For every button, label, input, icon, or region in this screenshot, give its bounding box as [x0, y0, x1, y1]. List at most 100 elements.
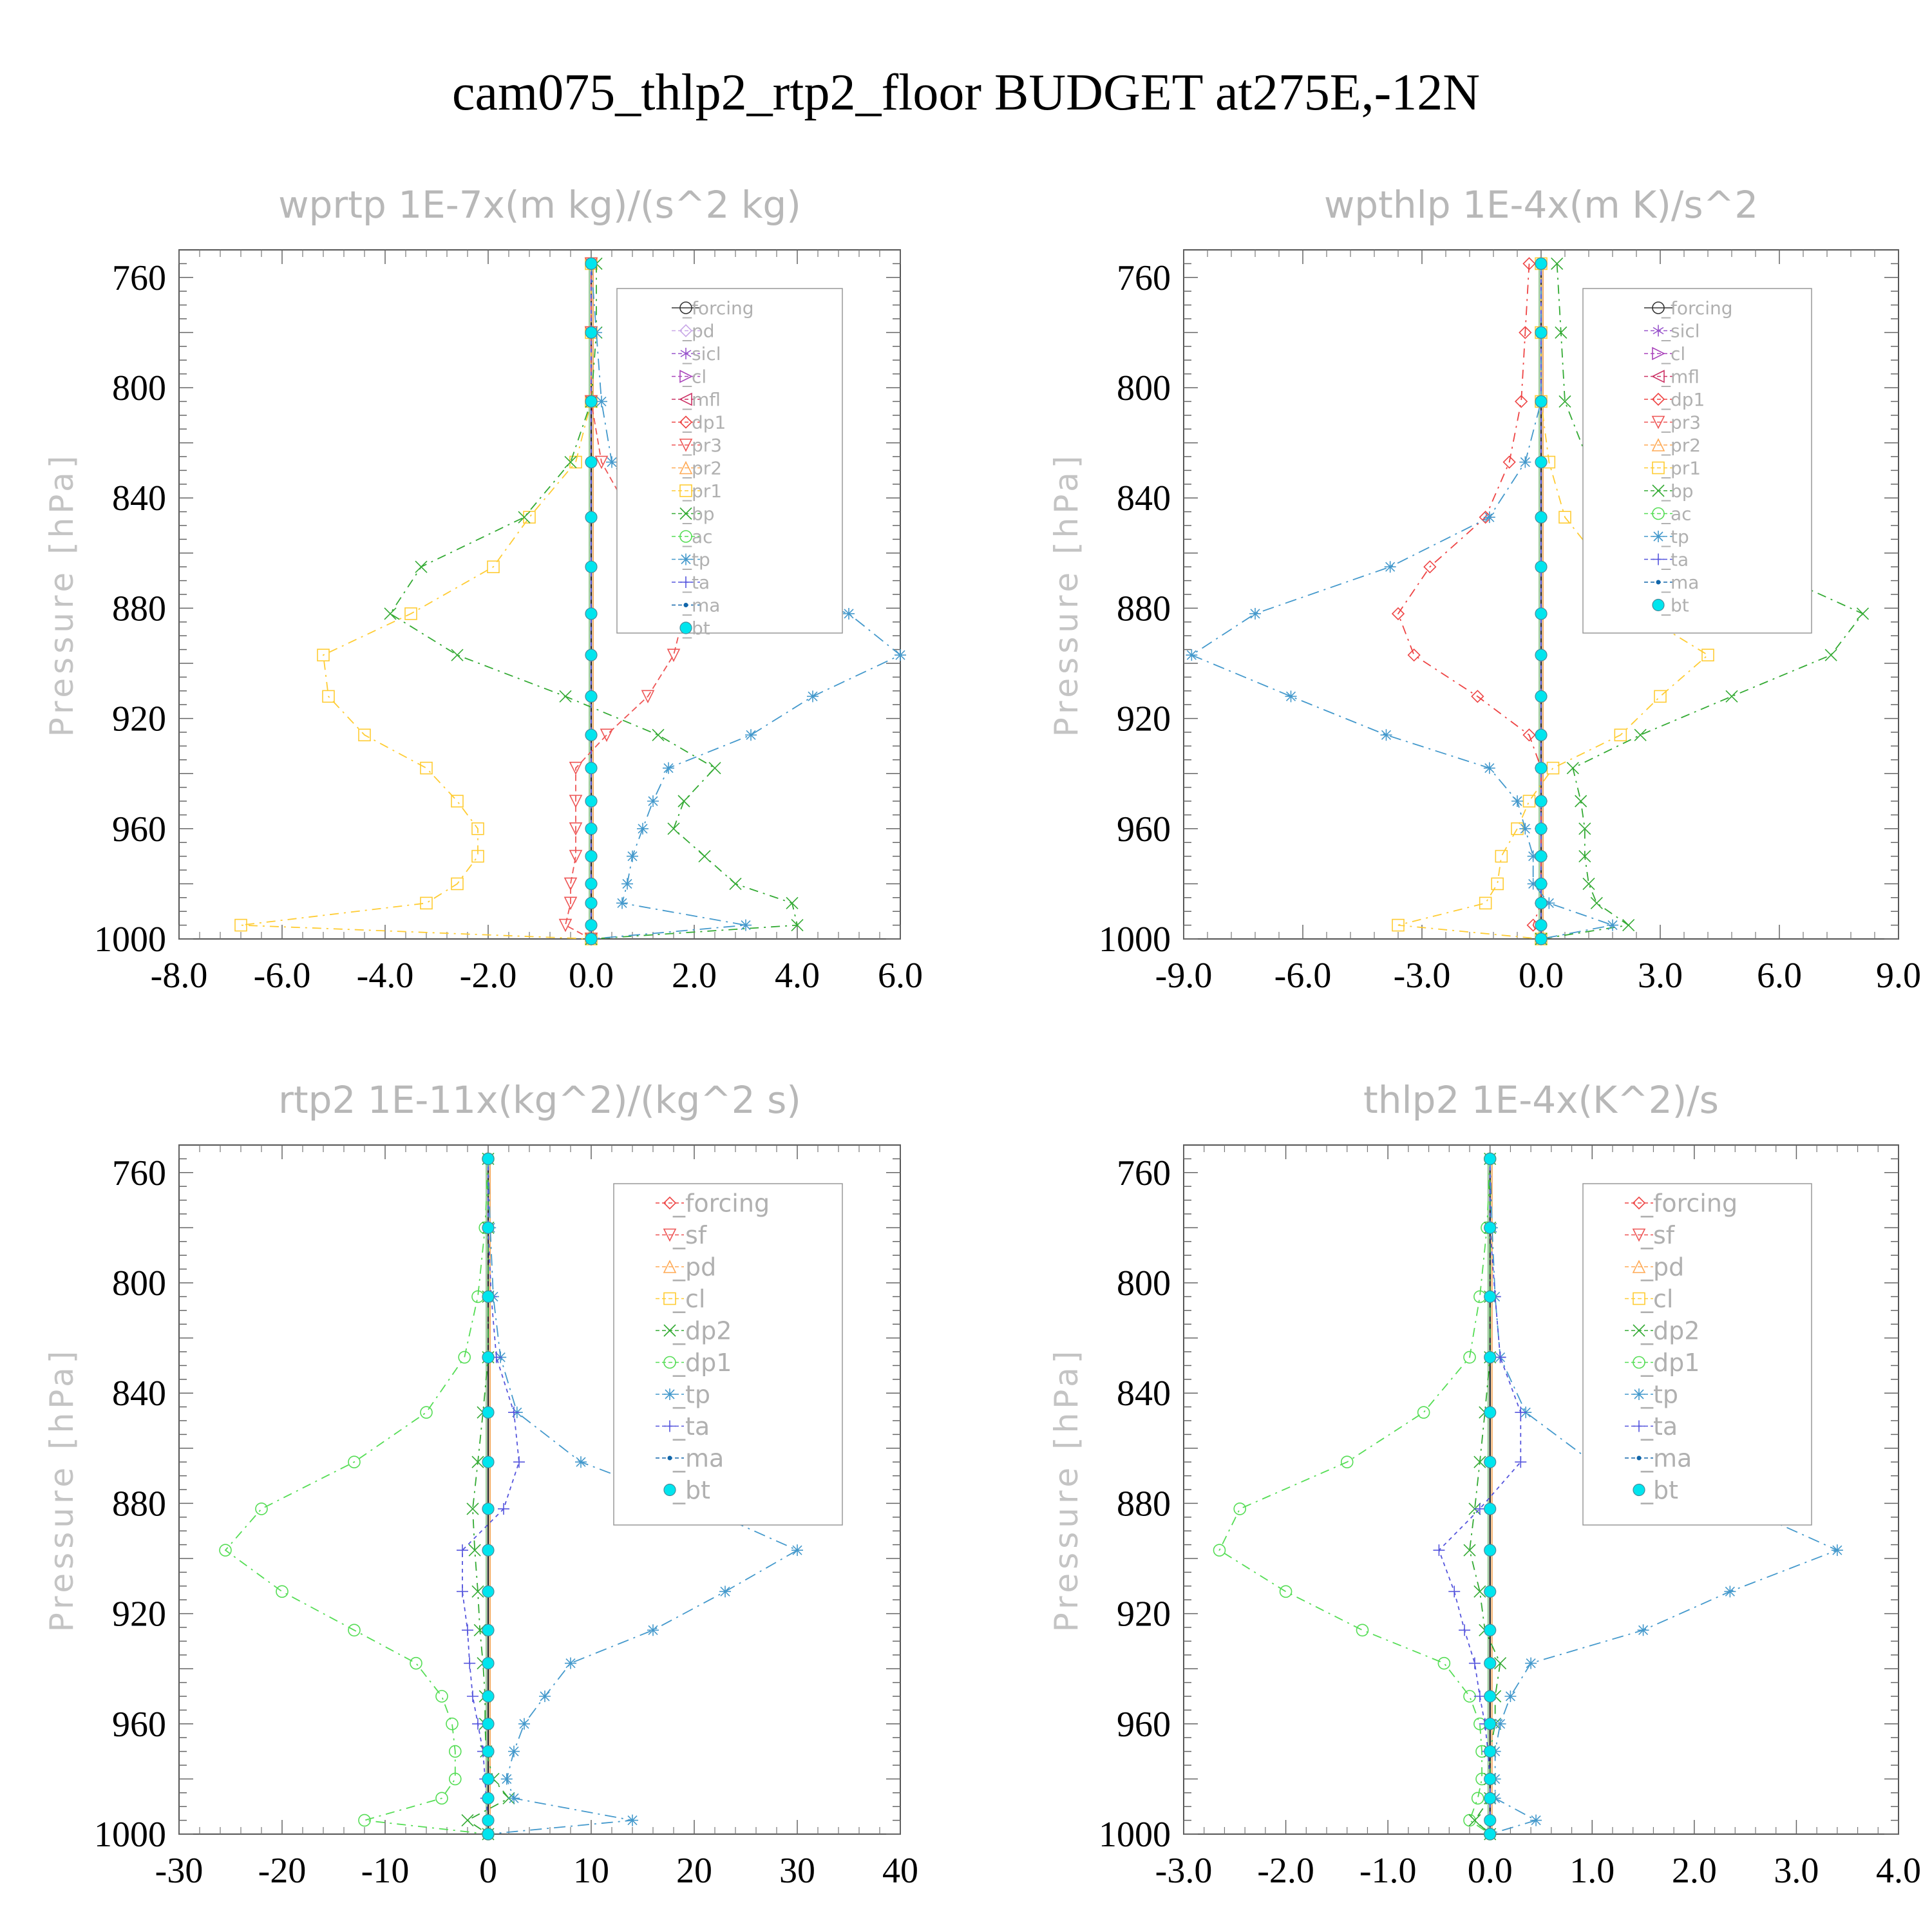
x-tick-label: 3.0: [1774, 1851, 1819, 1891]
legend-marker: [680, 576, 692, 588]
data-point-bt: [482, 1657, 495, 1670]
legend-label: _bp: [1661, 480, 1694, 502]
y-tick-label: 960: [1117, 1705, 1171, 1745]
y-tick-label: 880: [112, 1484, 166, 1524]
data-point-bp: [1463, 1544, 1476, 1557]
data-point-bp: [468, 1544, 481, 1557]
legend-entry: _pr3: [672, 435, 722, 456]
legend-marker: [679, 415, 693, 429]
legend-entry: _cl: [1625, 1285, 1673, 1313]
x-tick-label: -8.0: [151, 956, 208, 996]
data-point-pr3: [564, 877, 578, 891]
data-point-pr3: [569, 822, 583, 836]
data-point-pr1: [1546, 761, 1560, 775]
legend-label: _cl: [672, 1285, 705, 1313]
data-point-tp: [647, 1624, 659, 1636]
data-point-ta: [508, 1406, 520, 1419]
legend-marker: [679, 370, 693, 383]
legend-label: _pr2: [682, 457, 722, 478]
data-point-bt: [1535, 877, 1548, 891]
x-tick-label: 20: [676, 1851, 712, 1891]
legend-label: _tp: [682, 549, 710, 570]
data-point-tp: [1543, 897, 1555, 909]
data-point-bt: [585, 877, 598, 891]
legend-marker: [1651, 415, 1665, 430]
x-tick-label: 30: [779, 1851, 815, 1891]
data-point-bt: [585, 649, 598, 661]
data-point-ac: [358, 1814, 371, 1827]
legend-marker: [1633, 1483, 1645, 1497]
data-point-tp: [621, 878, 633, 890]
x-tick-label: 4.0: [1876, 1851, 1921, 1891]
data-point-bt: [585, 849, 598, 863]
legend-marker: [667, 1455, 672, 1461]
legend-entry: _tp: [672, 549, 710, 570]
legend-marker: [663, 1324, 676, 1337]
data-point-ta: [467, 1690, 478, 1702]
series-bt: [482, 1152, 495, 1841]
legend-entry: _bt: [1652, 594, 1689, 616]
y-tick-label: 800: [112, 1264, 166, 1303]
data-point-bt: [585, 918, 598, 932]
data-point-tp: [895, 649, 906, 661]
legend-marker: [683, 603, 688, 607]
data-point-pr1: [358, 728, 371, 742]
legend-marker: [663, 1228, 677, 1242]
data-point-pr1: [420, 896, 433, 910]
data-point-bp: [1473, 1585, 1486, 1598]
legend-entry: _sicl: [672, 343, 721, 365]
data-point-ac: [446, 1718, 459, 1730]
data-point-tp: [575, 1456, 587, 1468]
y-tick-label: 760: [112, 258, 166, 298]
legend-entry: _pr2: [1644, 435, 1701, 456]
legend: _forcing _sf _pd _cl _dp2 _dp1 _tp _ta _ma _bt: [613, 1183, 843, 1526]
data-point-bp: [1468, 1814, 1481, 1827]
legend-box: [616, 288, 843, 634]
data-point-pr1: [487, 560, 500, 574]
data-point-bt: [482, 1624, 495, 1636]
y-axis-label: Pressure [hPa]: [1048, 1347, 1085, 1633]
legend-entry: _ma: [656, 1444, 724, 1472]
data-point-bt: [1535, 822, 1548, 835]
data-point-ta: [1494, 1351, 1506, 1363]
data-point-bt: [1535, 690, 1548, 703]
data-point-bt: [585, 933, 598, 945]
data-point-tp: [1483, 762, 1495, 774]
legend-entry: _bt: [679, 618, 710, 639]
data-point-pr1: [1654, 690, 1667, 703]
x-tick-label: 9.0: [1876, 956, 1921, 996]
legend-entry: _mfl: [672, 389, 721, 410]
legend-entry: _mfl: [1644, 366, 1700, 387]
legend-label: _forcing: [1661, 298, 1733, 319]
data-point-ac: [1213, 1544, 1226, 1557]
panel-title: wpthlp 1E-4x(m K)/s^2: [1324, 183, 1758, 227]
legend-entry: _sf: [1625, 1221, 1676, 1249]
legend-entry: _cl: [656, 1285, 705, 1313]
x-tick-label: -10: [361, 1851, 410, 1891]
data-point-tp: [647, 795, 659, 807]
series-dp1: [1391, 257, 1548, 946]
y-tick-label: 920: [1117, 1595, 1171, 1634]
y-tick-label: 920: [112, 699, 166, 739]
legend-label: _ac: [1661, 503, 1692, 524]
data-point-bt: [585, 257, 598, 270]
legend-label: _dp2: [1640, 1316, 1700, 1345]
data-point-pr1: [451, 795, 464, 808]
panel-3: rtp2 1E-11x(kg^2)/(kg^2 s) Pressure [hPa]…: [43, 1078, 918, 1891]
data-point-ac: [1340, 1455, 1354, 1468]
data-point-bt: [482, 1290, 495, 1303]
legend-entry: _ma: [1625, 1444, 1692, 1472]
data-point-bp: [791, 919, 804, 932]
data-point-pr1: [471, 849, 484, 863]
data-point-tp: [1384, 561, 1396, 573]
data-point-bp: [1494, 1657, 1507, 1670]
x-tick-label: 1.0: [1569, 1851, 1615, 1891]
series-line-tp: [591, 263, 902, 940]
data-point-ta: [457, 1544, 468, 1557]
data-point-pr1: [1522, 795, 1536, 808]
data-point-bt: [1535, 896, 1548, 909]
y-tick-label: 840: [1117, 1374, 1171, 1414]
y-tick-label: 1000: [94, 920, 166, 960]
series-line-ac: [1218, 1159, 1491, 1835]
data-point-ac: [1233, 1502, 1247, 1515]
